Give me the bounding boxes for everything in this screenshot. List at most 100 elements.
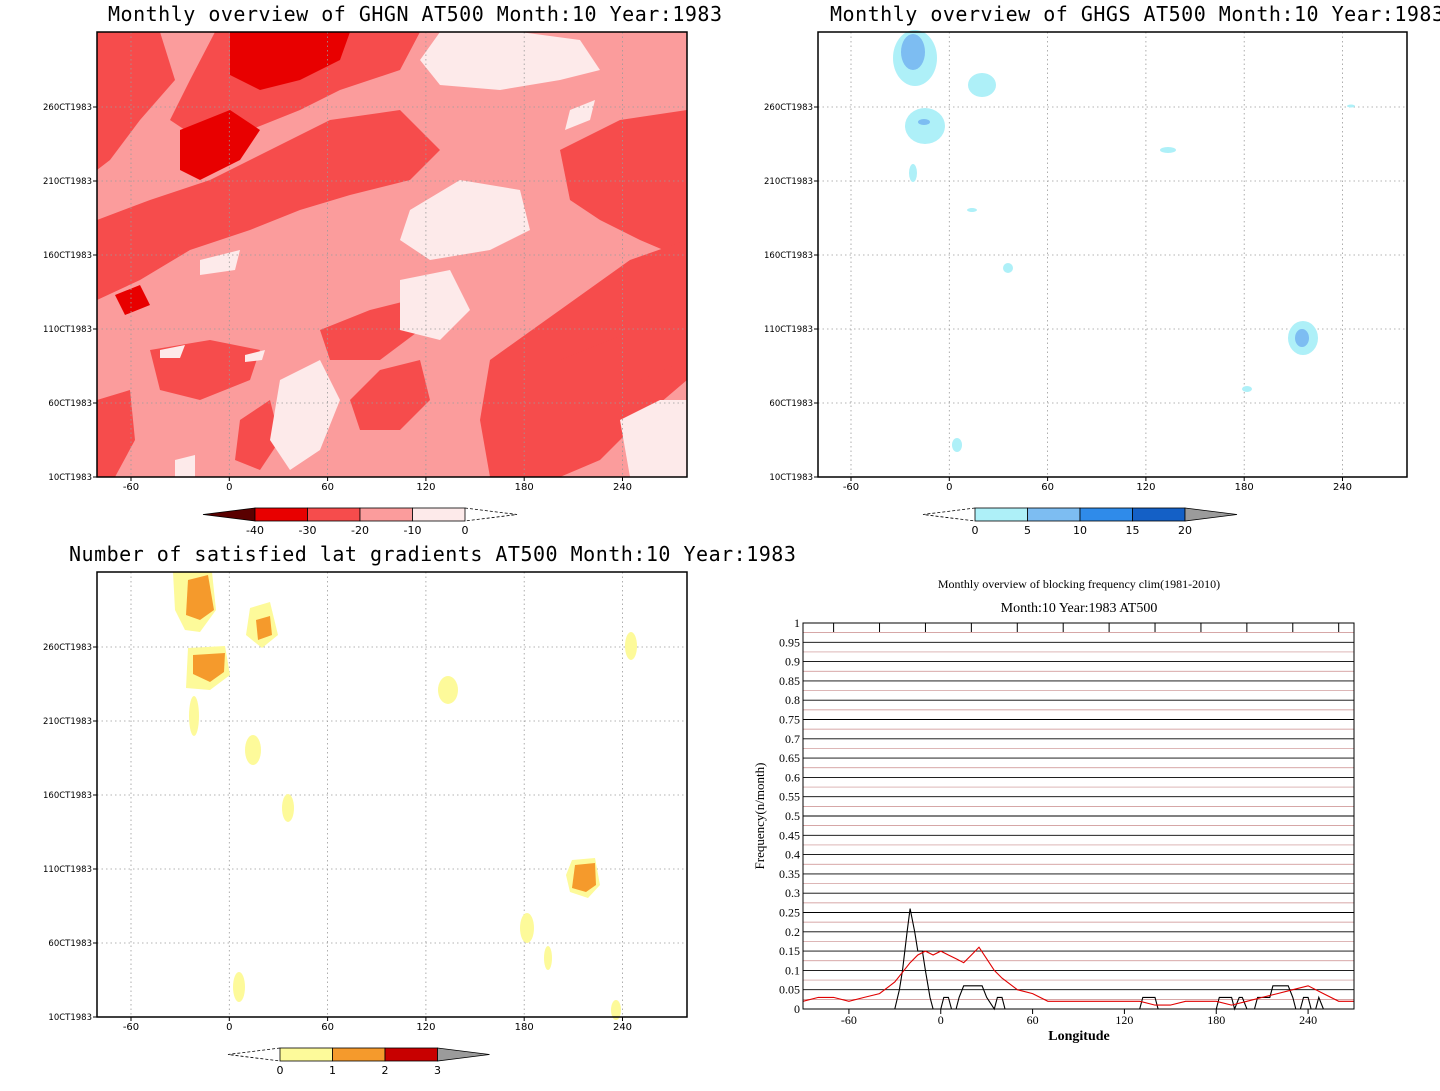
colorbar-triangle-low (202, 507, 256, 522)
colorbar-label: 2 (382, 1064, 389, 1077)
ghgn-title: Monthly overview of GHGN AT500 Month:10 … (108, 2, 723, 26)
y-tick-label: 110CT1983 (43, 865, 92, 875)
x-tick-label: -60 (123, 482, 139, 493)
colorbar-label: 3 (434, 1064, 441, 1077)
lat-title: Number of satisfied lat gradients AT500 … (69, 542, 797, 566)
x-tick-label: 240 (613, 1022, 632, 1033)
ghgs-gridlines (818, 32, 1407, 477)
x-tick-label: 180 (1235, 482, 1254, 493)
freq-y-tick-label: 0.45 (779, 828, 800, 842)
x-tick-label: 60 (321, 1022, 334, 1033)
freq-y-tick-label: 0.2 (785, 925, 800, 939)
y-tick-label: 10CT1983 (48, 1013, 92, 1023)
ghgs-title: Monthly overview of GHGS AT500 Month:10 … (830, 2, 1440, 26)
colorbar-label: -20 (351, 524, 369, 537)
colorbar-box (1079, 507, 1133, 522)
colorbar-label: 0 (462, 524, 469, 537)
freq-frame (802, 622, 1355, 1010)
freq-y-tick-label: 0.1 (785, 963, 800, 977)
colorbar-triangle-high (437, 1047, 490, 1062)
freq-series-line-0 (803, 908, 1354, 1011)
colorbar-label: -40 (246, 524, 264, 537)
lat-frame (96, 571, 688, 1018)
y-tick-label: 60CT1983 (48, 399, 92, 409)
y-tick-label: 60CT1983 (48, 939, 92, 949)
lat-panel: Number of satisfied lat gradients AT500 … (0, 540, 796, 1091)
y-tick-label: 160CT1983 (43, 251, 92, 261)
blocking-frequency-chart: Monthly overview of blocking frequency c… (752, 577, 1355, 1044)
x-tick-label: 120 (1136, 482, 1155, 493)
freq-y-tick-label: 0.55 (779, 790, 800, 804)
x-tick-label: 240 (1333, 482, 1352, 493)
freq-x-tick-label: 0 (938, 1013, 944, 1027)
colorbar-box (412, 507, 466, 522)
freq-x-tick-label: 180 (1207, 1013, 1225, 1027)
colorbar-label: -30 (299, 524, 317, 537)
ghgs-axis-ticks: -60 0 60 120 180 240 260CT1983 210CT1983 160CT19… (764, 103, 1352, 493)
ghgn-panel: Monthly overview of GHGN AT500 Month:10 … (0, 0, 723, 545)
y-tick-label: 110CT1983 (43, 325, 92, 335)
lat-colorbar: 0 1 2 3 (227, 1047, 490, 1077)
x-tick-label: 60 (321, 482, 334, 493)
freq-y-tick-label: 0 (794, 1002, 800, 1016)
colorbar-label: 0 (277, 1064, 284, 1077)
blocking-frequency-panel: Monthly overview of blocking frequency c… (720, 545, 1440, 1091)
freq-subtitle: Month:10 Year:1983 AT500 (1001, 601, 1158, 616)
colorbar-box (359, 507, 413, 522)
y-tick-label: 110CT1983 (764, 325, 813, 335)
freq-y-tick-label: 0.65 (779, 751, 800, 765)
colorbar-label: 15 (1126, 524, 1140, 537)
ghgn-colorbar: -40 -30 -20 -10 0 (202, 507, 518, 537)
x-tick-label: -60 (123, 1022, 139, 1033)
colorbar-triangle-low (922, 507, 976, 522)
x-tick-label: 0 (946, 482, 952, 493)
colorbar-label: 20 (1178, 524, 1192, 537)
y-tick-label: 260CT1983 (764, 103, 813, 113)
colorbar-box (307, 507, 361, 522)
colorbar-box (279, 1047, 333, 1062)
freq-y-tick-label: 0.8 (785, 693, 800, 707)
x-tick-label: 120 (416, 1022, 435, 1033)
y-tick-label: 60CT1983 (769, 399, 813, 409)
colorbar-box (1132, 507, 1186, 522)
x-tick-label: 0 (226, 482, 232, 493)
freq-y-tick-label: 0.3 (785, 886, 800, 900)
freq-y-tick-label: 0.25 (779, 906, 800, 920)
freq-y-tick-label: 0.9 (785, 655, 800, 669)
freq-y-tick-label: 0.85 (779, 674, 800, 688)
freq-y-tick-label: 0.7 (785, 732, 800, 746)
colorbar-triangle-low (227, 1047, 281, 1062)
y-tick-label: 160CT1983 (43, 791, 92, 801)
freq-y-tick-label: 0.15 (779, 944, 800, 958)
freq-y-tick-label: 0.6 (785, 770, 800, 784)
colorbar-label: 1 (329, 1064, 336, 1077)
ghgs-frame (817, 31, 1408, 478)
ghgs-colorbar: 0 5 10 15 20 (922, 507, 1238, 537)
freq-x-tick-label: 60 (1027, 1013, 1039, 1027)
colorbar-box (974, 507, 1028, 522)
colorbar-label: -10 (404, 524, 422, 537)
ghgn-gridlines (97, 32, 687, 477)
x-tick-label: 120 (416, 482, 435, 493)
ghgn-field (97, 32, 687, 477)
freq-ylabel: Frequency(n/month) (752, 763, 767, 870)
y-tick-label: 10CT1983 (769, 473, 813, 483)
lat-axis-ticks: -60 0 60 120 180 240 260CT1983 210CT1983 160CT19… (43, 643, 632, 1033)
freq-x-tick-label: 120 (1115, 1013, 1133, 1027)
y-tick-label: 260CT1983 (43, 103, 92, 113)
ghgn-axis-ticks: -60 0 60 120 180 240 260CT1983 210CT1983 160CT19… (43, 103, 632, 493)
y-tick-label: 260CT1983 (43, 643, 92, 653)
colorbar-box (254, 507, 308, 522)
x-tick-label: 60 (1041, 482, 1054, 493)
lat-contour-map: -60 0 60 120 180 240260CT1983210CT1983160CT19… (43, 571, 688, 1077)
freq-y-tick-label: 0.35 (779, 867, 800, 881)
ghgs-panel: Monthly overview of GHGS AT500 Month:10 … (720, 0, 1440, 545)
freq-gridlines (803, 622, 1354, 1010)
y-tick-label: 10CT1983 (48, 473, 92, 483)
freq-series-lines (802, 908, 1354, 1011)
colorbar-label: 5 (1024, 524, 1031, 537)
freq-title: Monthly overview of blocking frequency c… (938, 577, 1220, 591)
x-tick-label: 0 (226, 1022, 232, 1033)
freq-y-tick-label: 0.75 (779, 713, 800, 727)
lat-field (173, 572, 637, 1020)
